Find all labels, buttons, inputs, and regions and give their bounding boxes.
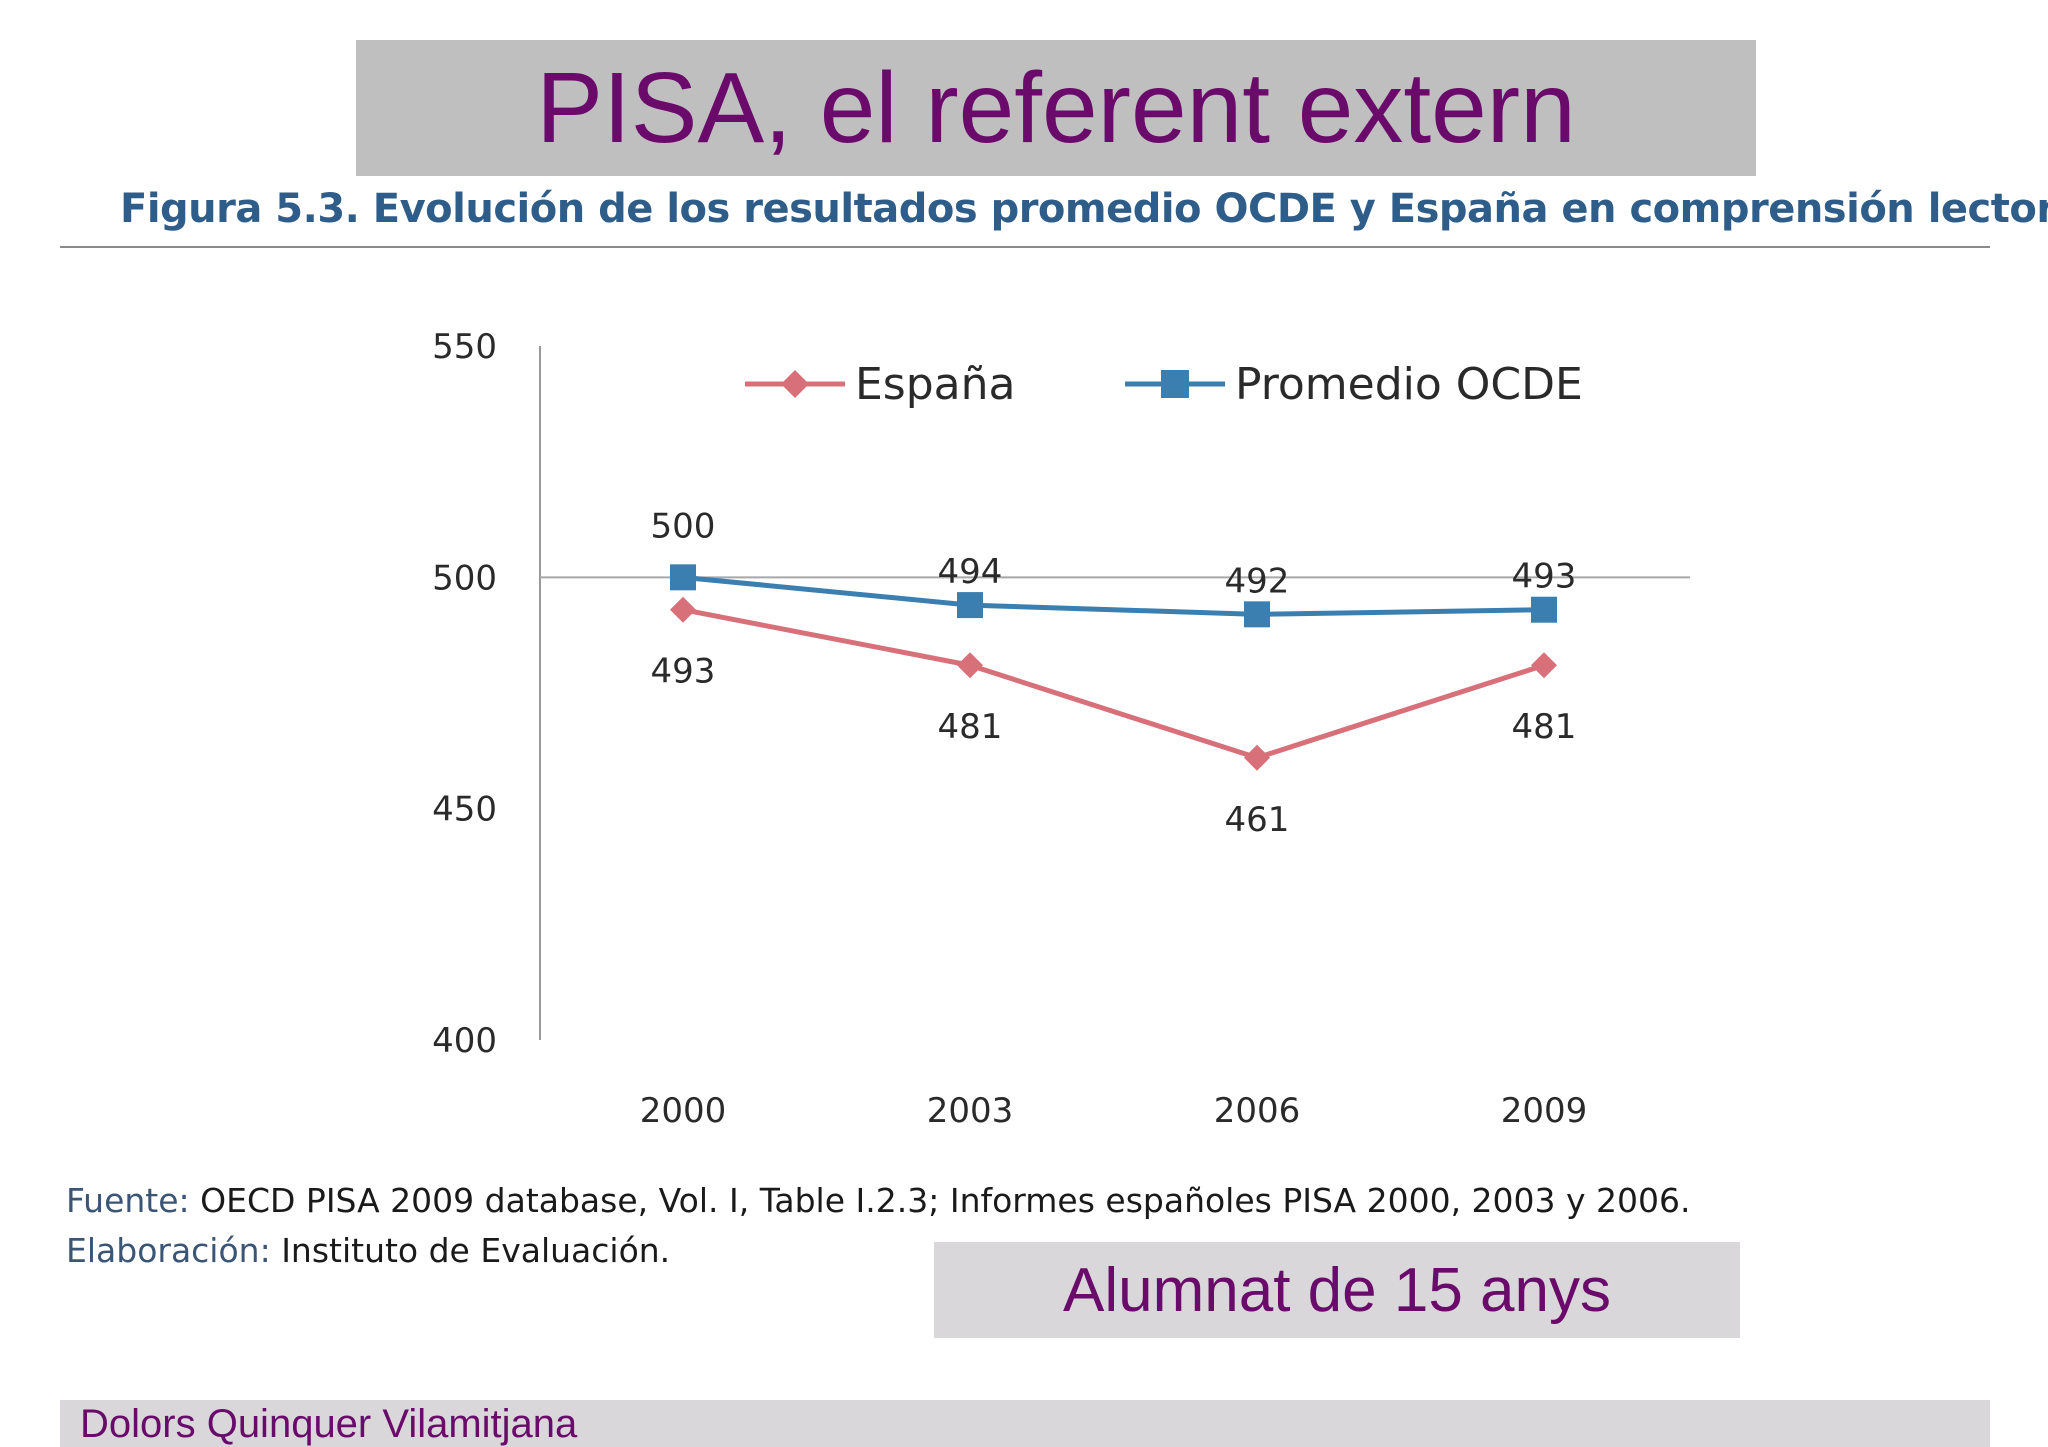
legend-entry: España bbox=[855, 359, 1015, 410]
note-box: Alumnat de 15 anys bbox=[934, 1242, 1740, 1338]
y-tick-label: 550 bbox=[432, 327, 497, 367]
chart-axes: 400 450 500 550 2000 2003 2006 2009 bbox=[432, 327, 1690, 1131]
elaboration-label: Elaboración: bbox=[66, 1231, 271, 1270]
legend-marker-square bbox=[1161, 370, 1189, 398]
chart-markers bbox=[670, 564, 1557, 771]
x-tick-label: 2006 bbox=[1214, 1091, 1301, 1131]
caption-divider bbox=[60, 246, 1990, 248]
data-label: 481 bbox=[938, 707, 1003, 747]
y-tick-label: 400 bbox=[432, 1021, 497, 1061]
note-text: Alumnat de 15 anys bbox=[1062, 1255, 1611, 1325]
source-label: Fuente: bbox=[66, 1181, 190, 1220]
data-label: 494 bbox=[938, 552, 1003, 592]
data-label: 493 bbox=[651, 652, 716, 692]
y-tick-label: 500 bbox=[432, 558, 497, 598]
data-label: 461 bbox=[1225, 800, 1290, 840]
slide-title-box: PISA, el referent extern bbox=[356, 40, 1756, 176]
source-block: Fuente: OECD PISA 2009 database, Vol. I,… bbox=[66, 1176, 1691, 1276]
data-label: 492 bbox=[1225, 561, 1290, 601]
ocde-point bbox=[670, 564, 696, 591]
data-label: 493 bbox=[1512, 557, 1577, 597]
legend-marker-diamond bbox=[781, 370, 809, 398]
ocde-point bbox=[1531, 596, 1557, 623]
espana-point bbox=[1244, 744, 1270, 771]
data-label: 481 bbox=[1512, 707, 1577, 747]
source-line: Fuente: OECD PISA 2009 database, Vol. I,… bbox=[66, 1176, 1691, 1226]
series-line-0 bbox=[682, 607, 1545, 761]
espana-point bbox=[670, 596, 696, 623]
y-tick-label: 450 bbox=[432, 790, 497, 830]
x-tick-label: 2009 bbox=[1501, 1091, 1588, 1131]
source-text: OECD PISA 2009 database, Vol. I, Table I… bbox=[189, 1181, 1691, 1220]
author-name: Dolors Quinquer Vilamitjana bbox=[80, 1402, 578, 1446]
espana-point bbox=[957, 652, 983, 679]
chart-labels: 493 481 461 481 500 494 492 493 bbox=[651, 506, 1577, 839]
footer-bar: Dolors Quinquer Vilamitjana bbox=[60, 1400, 1990, 1447]
slide-title: PISA, el referent extern bbox=[536, 52, 1576, 164]
chart-legend: España Promedio OCDE bbox=[745, 359, 1583, 410]
x-tick-label: 2000 bbox=[640, 1091, 727, 1131]
data-label: 500 bbox=[651, 506, 716, 546]
ocde-point bbox=[957, 592, 983, 619]
espana-point bbox=[1531, 652, 1557, 679]
chart-lines bbox=[682, 574, 1545, 761]
series-line-1 bbox=[682, 574, 1545, 617]
x-tick-label: 2003 bbox=[927, 1091, 1014, 1131]
ocde-point bbox=[1244, 601, 1270, 628]
figure-caption: Figura 5.3. Evolución de los resultados … bbox=[120, 186, 2048, 232]
elaboration-text: Instituto de Evaluación. bbox=[270, 1231, 671, 1270]
legend-entry: Promedio OCDE bbox=[1235, 359, 1583, 410]
elaboration-line: Elaboración: Instituto de Evaluación. bbox=[66, 1226, 1691, 1276]
